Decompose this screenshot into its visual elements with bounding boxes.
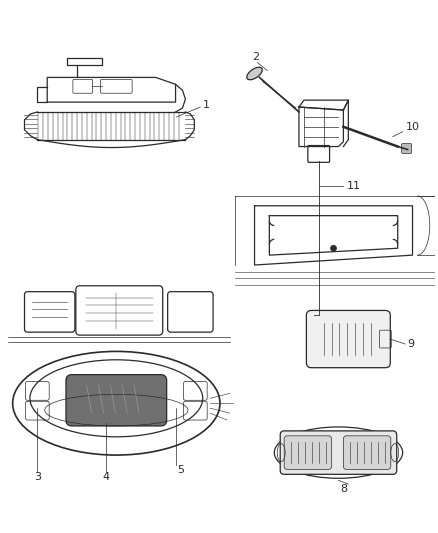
FancyBboxPatch shape xyxy=(343,436,391,470)
Text: 9: 9 xyxy=(407,339,414,349)
Text: 2: 2 xyxy=(252,52,259,62)
FancyBboxPatch shape xyxy=(280,431,397,474)
FancyBboxPatch shape xyxy=(284,436,332,470)
FancyBboxPatch shape xyxy=(402,143,412,154)
FancyBboxPatch shape xyxy=(306,310,390,368)
Text: 10: 10 xyxy=(406,122,420,132)
Text: 1: 1 xyxy=(203,100,210,110)
FancyBboxPatch shape xyxy=(66,375,167,426)
Text: 8: 8 xyxy=(340,484,347,494)
Text: 11: 11 xyxy=(346,181,360,191)
Circle shape xyxy=(331,245,336,251)
Text: 4: 4 xyxy=(103,472,110,482)
Ellipse shape xyxy=(247,67,262,80)
Text: 5: 5 xyxy=(177,465,184,475)
Text: 3: 3 xyxy=(34,472,41,482)
